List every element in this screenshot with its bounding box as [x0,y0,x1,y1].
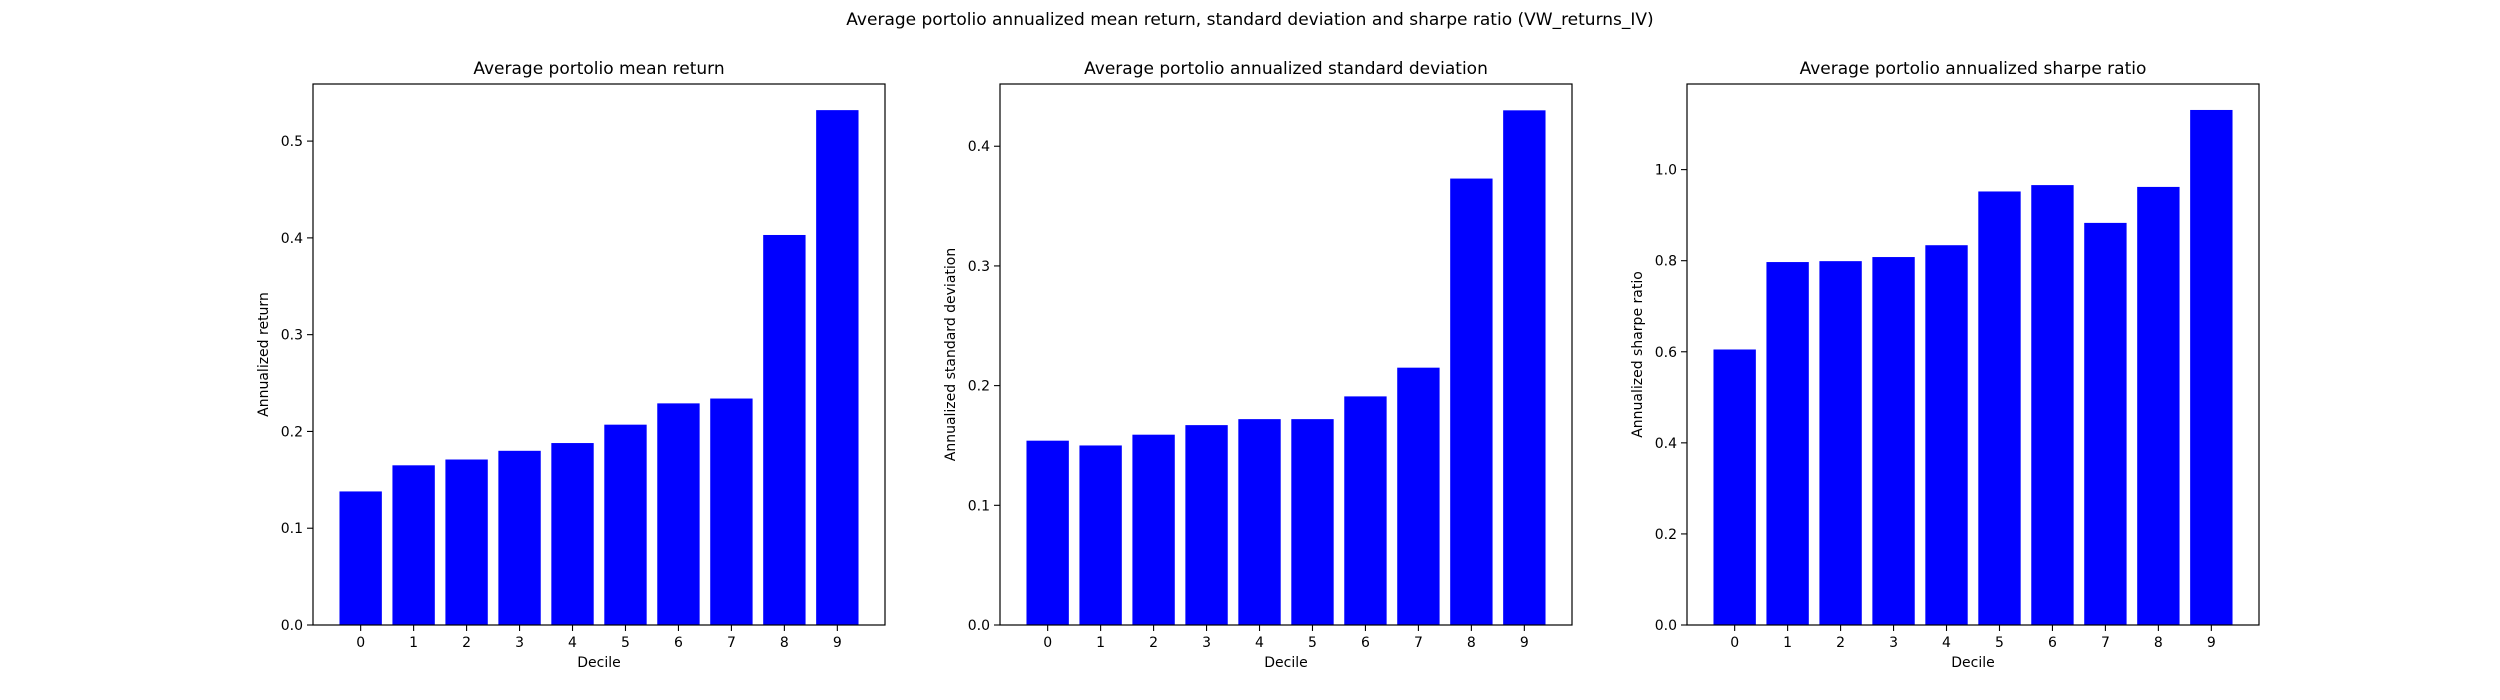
standard-deviation-xtick-label-5: 5 [1308,635,1317,651]
standard-deviation-ytick-label-0: 0.0 [968,618,990,634]
standard-deviation-ytick-label-3: 0.3 [968,259,990,275]
mean-return-bar-6 [657,403,700,625]
standard-deviation-bar-5 [1291,419,1334,625]
sharpe-ratio-xtick-label-1: 1 [1783,635,1792,651]
standard-deviation-xtick-label-0: 0 [1043,635,1052,651]
mean-return-bar-9 [816,110,859,625]
mean-return-bar-0 [339,491,382,625]
sharpe-ratio-bar-3 [1872,257,1915,625]
mean-return-xtick-label-3: 3 [515,635,524,651]
standard-deviation-xtick-label-6: 6 [1361,635,1370,651]
standard-deviation-xtick-label-3: 3 [1202,635,1211,651]
mean-return-ytick-label-1: 0.1 [281,521,303,537]
sharpe-ratio-xtick-label-5: 5 [1995,635,2004,651]
standard-deviation-bar-6 [1344,396,1387,625]
mean-return-xtick-label-2: 2 [462,635,471,651]
sharpe-ratio-bar-2 [1819,261,1862,625]
mean-return-xlabel: Decile [577,655,620,671]
standard-deviation-xtick-label-4: 4 [1255,635,1264,651]
sharpe-ratio-xtick-label-8: 8 [2154,635,2163,651]
sharpe-ratio-xtick-label-4: 4 [1942,635,1951,651]
sharpe-ratio-xtick-label-2: 2 [1836,635,1845,651]
mean-return-xtick-label-8: 8 [780,635,789,651]
sharpe-ratio-ytick-label-0: 0.0 [1655,618,1677,634]
sharpe-ratio-ytick-label-5: 1.0 [1655,163,1677,179]
mean-return-axes-frame [312,83,886,626]
standard-deviation-xtick-label-9: 9 [1520,635,1529,651]
standard-deviation-ytick-label-4: 0.4 [968,139,990,155]
standard-deviation-bar-0 [1026,440,1069,625]
standard-deviation-ytick-label-2: 0.2 [968,379,990,395]
sharpe-ratio-ytick-label-3: 0.6 [1655,345,1677,361]
standard-deviation-bar-8 [1450,178,1493,625]
standard-deviation-bar-4 [1238,419,1281,625]
sharpe-ratio-xtick-label-9: 9 [2207,635,2216,651]
sharpe-ratio-bar-1 [1766,262,1809,625]
sharpe-ratio-xtick-label-0: 0 [1730,635,1739,651]
standard-deviation-ylabel: Annualized standard deviation [943,248,959,461]
sharpe-ratio-title: Average portolio annualized sharpe ratio [1800,59,2147,79]
sharpe-ratio-xtick-label-6: 6 [2048,635,2057,651]
mean-return-xtick-label-9: 9 [833,635,842,651]
standard-deviation-bar-2 [1132,434,1175,625]
sharpe-ratio-ytick-label-2: 0.4 [1655,436,1677,452]
mean-return-ytick-label-2: 0.2 [281,424,303,440]
mean-return-ytick-label-4: 0.4 [281,231,303,247]
standard-deviation-xtick-label-2: 2 [1149,635,1158,651]
mean-return-bar-3 [498,450,541,625]
mean-return-title: Average portolio mean return [473,59,724,79]
sharpe-ratio-bar-9 [2190,109,2233,625]
figure-title: Average portolio annualized mean return,… [846,10,1654,30]
mean-return-bar-5 [604,424,647,625]
mean-return-xtick-label-4: 4 [568,635,577,651]
standard-deviation-title: Average portolio annualized standard dev… [1084,59,1488,79]
mean-return-ytick-label-0: 0.0 [281,618,303,634]
sharpe-ratio-xtick-label-3: 3 [1889,635,1898,651]
standard-deviation-bar-3 [1185,425,1228,625]
mean-return-bar-2 [445,459,488,625]
mean-return-bar-7 [710,398,753,625]
mean-return-ytick-label-3: 0.3 [281,328,303,344]
mean-return-xtick-label-0: 0 [356,635,365,651]
mean-return-xtick-label-6: 6 [674,635,683,651]
sharpe-ratio-ylabel: Annualized sharpe ratio [1630,271,1646,438]
sharpe-ratio-bar-0 [1713,349,1756,625]
standard-deviation-bar-9 [1503,110,1546,625]
standard-deviation-xtick-label-7: 7 [1414,635,1423,651]
sharpe-ratio-bar-8 [2137,186,2180,626]
standard-deviation-xtick-label-1: 1 [1096,635,1105,651]
sharpe-ratio-ytick-label-1: 0.2 [1655,527,1677,543]
sharpe-ratio-xlabel: Decile [1951,655,1994,671]
sharpe-ratio-bar-4 [1925,245,1968,625]
sharpe-ratio-ytick-label-4: 0.8 [1655,254,1677,270]
sharpe-ratio-bar-7 [2084,222,2127,625]
mean-return-bar-8 [763,234,806,626]
standard-deviation-bar-1 [1079,445,1122,625]
standard-deviation-axes-frame [999,83,1573,626]
sharpe-ratio-xtick-label-7: 7 [2101,635,2110,651]
mean-return-bar-4 [551,443,594,625]
standard-deviation-bar-7 [1397,367,1440,625]
standard-deviation-ytick-label-1: 0.1 [968,498,990,514]
mean-return-xtick-label-1: 1 [409,635,418,651]
mean-return-xtick-label-7: 7 [727,635,736,651]
mean-return-ylabel: Annualized return [256,292,272,417]
mean-return-ytick-label-5: 0.5 [281,134,303,150]
mean-return-xtick-label-5: 5 [621,635,630,651]
sharpe-ratio-bar-6 [2031,185,2074,625]
sharpe-ratio-axes-frame [1686,83,2260,626]
sharpe-ratio-bar-5 [1978,191,2021,625]
standard-deviation-xlabel: Decile [1264,655,1307,671]
mean-return-bar-1 [392,465,435,625]
standard-deviation-xtick-label-8: 8 [1467,635,1476,651]
